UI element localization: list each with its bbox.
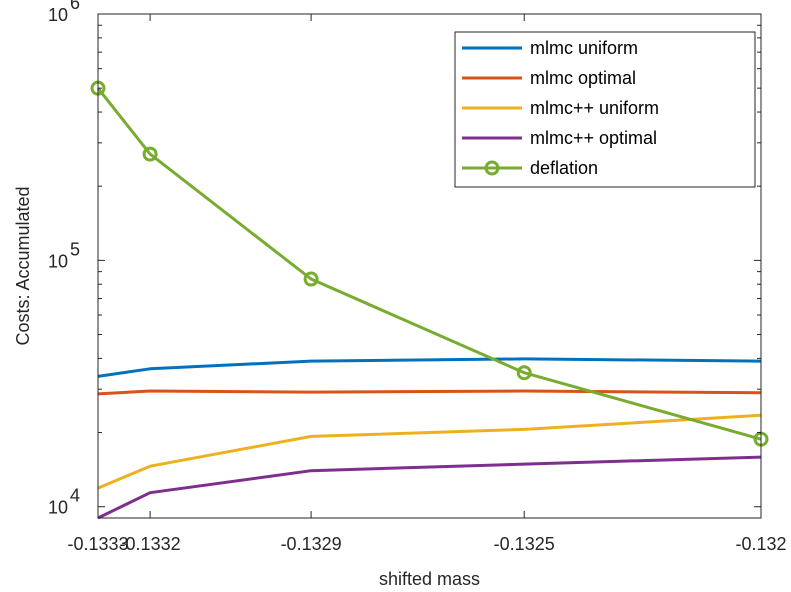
x-tick-label-3: -0.1325 — [494, 534, 555, 554]
legend: mlmc uniform mlmc optimal mlmc++ uniform ml… — [454, 31, 756, 188]
y-tick-label-0: 10 — [48, 498, 68, 518]
series-line-4 — [96, 87, 762, 441]
legend-label-2: mlmc++ uniform — [530, 98, 659, 118]
series-line-3 — [97, 455, 762, 520]
series-line-2 — [97, 413, 762, 490]
legend-marker-4 — [484, 160, 500, 176]
data-point-4-1 — [142, 146, 158, 162]
legend-label-4: deflation — [530, 158, 598, 178]
y-axis-label: Costs: Accumulated — [13, 186, 33, 345]
y-tick-label-2: 10 — [48, 5, 68, 25]
plot-frame — [97, 13, 762, 519]
y-tick-exponent-1: 5 — [70, 239, 80, 259]
series-line-0 — [97, 357, 762, 378]
x-tick-label-1: -0.1332 — [120, 534, 181, 554]
axes-layer — [97, 13, 762, 519]
tick-layer: -0.1333-0.1332 -0.1329 -0.1325 -0.132104105… — [48, 0, 787, 554]
data-point-4-2 — [303, 271, 319, 287]
y-tick-exponent-2: 6 — [70, 0, 80, 13]
x-tick-label-2: -0.1329 — [281, 534, 342, 554]
y-tick-label-1: 10 — [48, 251, 68, 271]
x-axis-label: shifted mass — [379, 569, 480, 589]
x-tick-label-4: -0.132 — [735, 534, 786, 554]
series-line-1 — [97, 389, 762, 396]
y-tick-exponent-0: 4 — [70, 486, 80, 506]
legend-label-0: mlmc uniform — [530, 38, 638, 58]
legend-label-1: mlmc optimal — [530, 68, 636, 88]
data-point-4-3 — [516, 365, 532, 381]
series-layer — [90, 80, 769, 520]
legend-label-3: mlmc++ optimal — [530, 128, 657, 148]
x-tick-label-0: -0.1333 — [67, 534, 128, 554]
